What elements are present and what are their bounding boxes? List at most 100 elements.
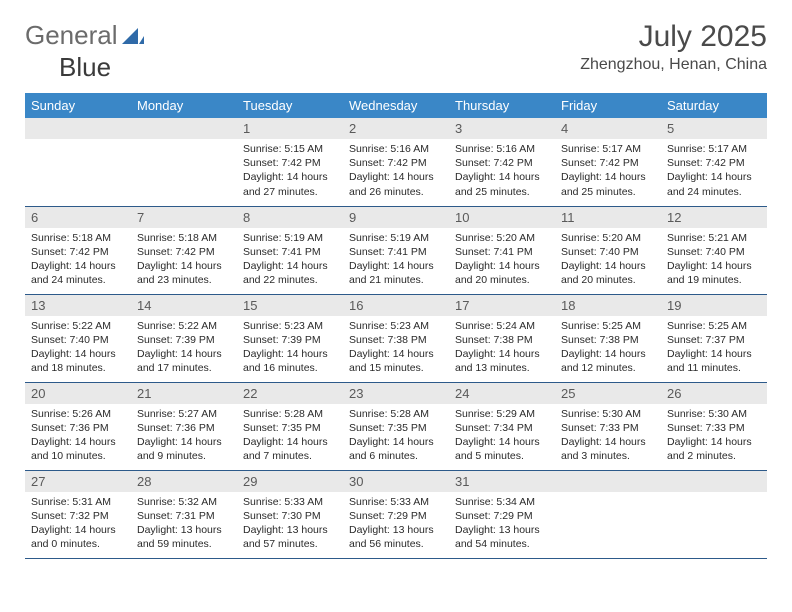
col-tuesday: Tuesday [237,93,343,118]
day-day1: Daylight: 14 hours [349,435,443,449]
day-sunrise: Sunrise: 5:25 AM [667,319,761,333]
day-sunset: Sunset: 7:34 PM [455,421,549,435]
day-number: 12 [661,207,767,228]
day-details: Sunrise: 5:20 AMSunset: 7:40 PMDaylight:… [555,228,661,292]
day-details: Sunrise: 5:26 AMSunset: 7:36 PMDaylight:… [25,404,131,468]
day-sunrise: Sunrise: 5:26 AM [31,407,125,421]
day-day2: and 10 minutes. [31,449,125,463]
day-day2: and 0 minutes. [31,537,125,551]
day-details: Sunrise: 5:29 AMSunset: 7:34 PMDaylight:… [449,404,555,468]
day-sunset: Sunset: 7:38 PM [455,333,549,347]
day-sunrise: Sunrise: 5:20 AM [455,231,549,245]
day-sunrise: Sunrise: 5:33 AM [243,495,337,509]
title-block: July 2025 Zhengzhou, Henan, China [580,20,767,74]
day-day2: and 7 minutes. [243,449,337,463]
day-details: Sunrise: 5:30 AMSunset: 7:33 PMDaylight:… [555,404,661,468]
day-sunrise: Sunrise: 5:22 AM [137,319,231,333]
day-details: Sunrise: 5:18 AMSunset: 7:42 PMDaylight:… [25,228,131,292]
day-day1: Daylight: 14 hours [243,170,337,184]
day-details: Sunrise: 5:19 AMSunset: 7:41 PMDaylight:… [343,228,449,292]
day-day1: Daylight: 14 hours [31,347,125,361]
logo-word2: Blue [59,52,111,82]
calendar-cell: 27Sunrise: 5:31 AMSunset: 7:32 PMDayligh… [25,470,131,558]
day-day1: Daylight: 14 hours [349,259,443,273]
day-number: 27 [25,471,131,492]
day-number: 9 [343,207,449,228]
day-day1: Daylight: 14 hours [243,435,337,449]
day-details: Sunrise: 5:17 AMSunset: 7:42 PMDaylight:… [555,139,661,203]
day-sunrise: Sunrise: 5:24 AM [455,319,549,333]
day-day1: Daylight: 14 hours [667,170,761,184]
day-sunrise: Sunrise: 5:15 AM [243,142,337,156]
col-friday: Friday [555,93,661,118]
day-number: 22 [237,383,343,404]
calendar-cell: 20Sunrise: 5:26 AMSunset: 7:36 PMDayligh… [25,382,131,470]
day-sunset: Sunset: 7:35 PM [243,421,337,435]
day-sunrise: Sunrise: 5:23 AM [243,319,337,333]
calendar-cell: 8Sunrise: 5:19 AMSunset: 7:41 PMDaylight… [237,206,343,294]
day-sunset: Sunset: 7:42 PM [137,245,231,259]
day-details: Sunrise: 5:17 AMSunset: 7:42 PMDaylight:… [661,139,767,203]
day-day1: Daylight: 14 hours [455,347,549,361]
day-details: Sunrise: 5:25 AMSunset: 7:38 PMDaylight:… [555,316,661,380]
col-thursday: Thursday [449,93,555,118]
day-day1: Daylight: 14 hours [243,347,337,361]
day-day2: and 2 minutes. [667,449,761,463]
day-sunrise: Sunrise: 5:21 AM [667,231,761,245]
day-day1: Daylight: 14 hours [561,170,655,184]
day-sunset: Sunset: 7:42 PM [349,156,443,170]
day-day1: Daylight: 14 hours [455,435,549,449]
day-details: Sunrise: 5:25 AMSunset: 7:37 PMDaylight:… [661,316,767,380]
calendar-week: 6Sunrise: 5:18 AMSunset: 7:42 PMDaylight… [25,206,767,294]
day-day2: and 59 minutes. [137,537,231,551]
calendar-cell: 30Sunrise: 5:33 AMSunset: 7:29 PMDayligh… [343,470,449,558]
calendar-cell: 17Sunrise: 5:24 AMSunset: 7:38 PMDayligh… [449,294,555,382]
day-sunset: Sunset: 7:39 PM [137,333,231,347]
day-day2: and 5 minutes. [455,449,549,463]
calendar-cell: 23Sunrise: 5:28 AMSunset: 7:35 PMDayligh… [343,382,449,470]
day-number: 7 [131,207,237,228]
day-day1: Daylight: 14 hours [561,347,655,361]
day-day2: and 27 minutes. [243,185,337,199]
day-details: Sunrise: 5:22 AMSunset: 7:40 PMDaylight:… [25,316,131,380]
day-sunrise: Sunrise: 5:20 AM [561,231,655,245]
col-wednesday: Wednesday [343,93,449,118]
day-sunrise: Sunrise: 5:29 AM [455,407,549,421]
logo-sail-icon [122,26,144,46]
day-details: Sunrise: 5:33 AMSunset: 7:29 PMDaylight:… [343,492,449,556]
day-sunset: Sunset: 7:42 PM [31,245,125,259]
day-day2: and 3 minutes. [561,449,655,463]
calendar-cell: 2Sunrise: 5:16 AMSunset: 7:42 PMDaylight… [343,118,449,206]
day-day2: and 15 minutes. [349,361,443,375]
day-number: 28 [131,471,237,492]
day-sunrise: Sunrise: 5:16 AM [349,142,443,156]
day-sunset: Sunset: 7:36 PM [137,421,231,435]
day-day1: Daylight: 13 hours [349,523,443,537]
col-saturday: Saturday [661,93,767,118]
day-day1: Daylight: 14 hours [349,170,443,184]
day-sunset: Sunset: 7:41 PM [349,245,443,259]
day-sunrise: Sunrise: 5:31 AM [31,495,125,509]
day-day2: and 25 minutes. [455,185,549,199]
day-details: Sunrise: 5:27 AMSunset: 7:36 PMDaylight:… [131,404,237,468]
calendar-cell: 1Sunrise: 5:15 AMSunset: 7:42 PMDaylight… [237,118,343,206]
day-number [555,471,661,492]
day-day2: and 23 minutes. [137,273,231,287]
day-sunset: Sunset: 7:30 PM [243,509,337,523]
day-number: 4 [555,118,661,139]
day-details: Sunrise: 5:22 AMSunset: 7:39 PMDaylight:… [131,316,237,380]
day-sunset: Sunset: 7:42 PM [667,156,761,170]
day-details: Sunrise: 5:15 AMSunset: 7:42 PMDaylight:… [237,139,343,203]
calendar-cell: 11Sunrise: 5:20 AMSunset: 7:40 PMDayligh… [555,206,661,294]
day-number: 18 [555,295,661,316]
day-details: Sunrise: 5:28 AMSunset: 7:35 PMDaylight:… [237,404,343,468]
calendar-cell [661,470,767,558]
day-day2: and 21 minutes. [349,273,443,287]
calendar-header-row: Sunday Monday Tuesday Wednesday Thursday… [25,93,767,118]
calendar-cell: 29Sunrise: 5:33 AMSunset: 7:30 PMDayligh… [237,470,343,558]
day-number: 6 [25,207,131,228]
day-day2: and 22 minutes. [243,273,337,287]
day-sunrise: Sunrise: 5:18 AM [137,231,231,245]
day-number: 14 [131,295,237,316]
day-day2: and 20 minutes. [561,273,655,287]
